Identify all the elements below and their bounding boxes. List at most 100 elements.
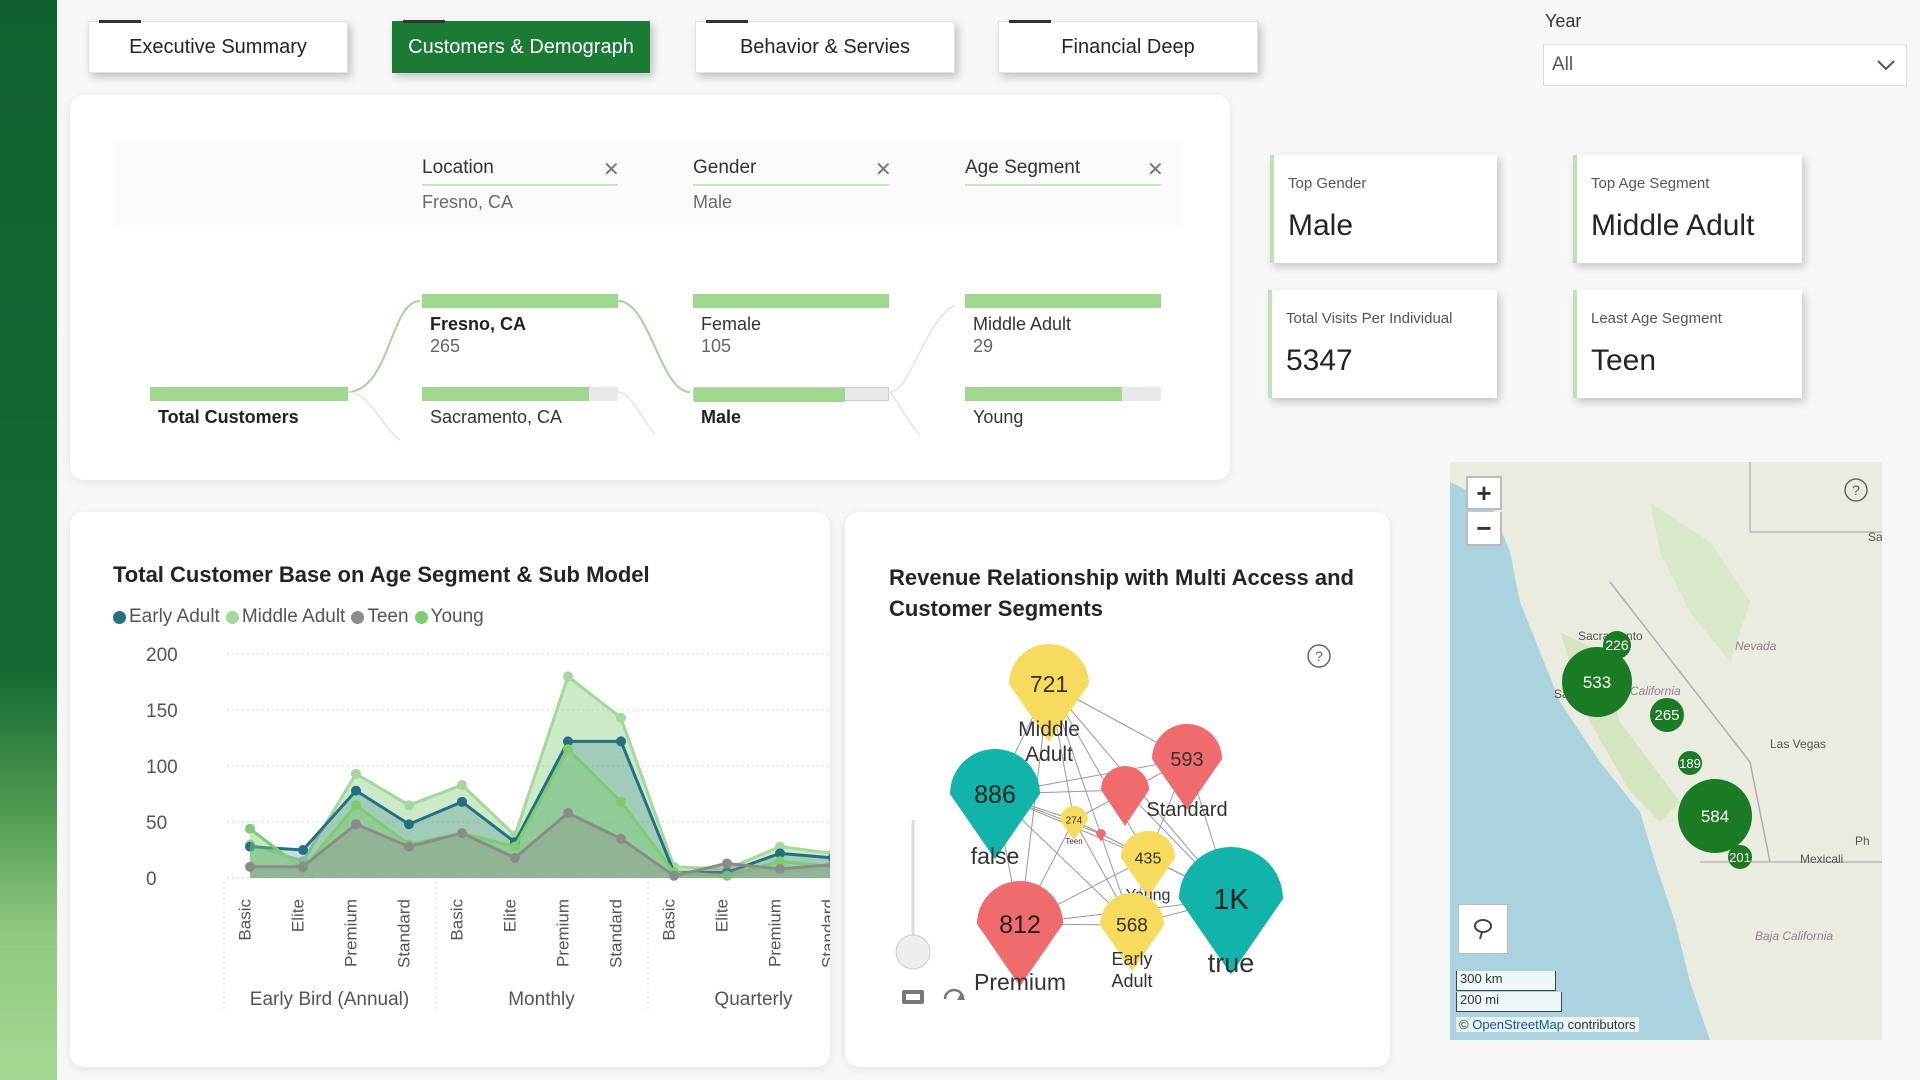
y-tick-label: 200 xyxy=(146,645,178,666)
map-cluster-226[interactable]: 226 xyxy=(1603,631,1631,659)
data-point xyxy=(616,833,626,844)
series-line-early-adult xyxy=(249,739,830,874)
data-point xyxy=(616,736,626,747)
x-tick-label: Basic xyxy=(235,899,254,941)
legend-young[interactable]: Young xyxy=(414,606,484,628)
map-zoom-in-button[interactable]: + xyxy=(1466,476,1502,510)
decomp-bar-young[interactable] xyxy=(965,387,1161,401)
location-slicer-title: Location xyxy=(422,157,494,178)
x-tick-label: Premium xyxy=(765,899,784,967)
decomp-bar-middle-adult[interactable] xyxy=(965,294,1161,308)
year-dropdown[interactable]: All xyxy=(1543,44,1907,86)
total-customers-bar[interactable] xyxy=(150,387,348,401)
cluster-value: 189 xyxy=(1679,756,1701,771)
node-value: 593 xyxy=(1170,749,1203,771)
decomp-count-female: 105 xyxy=(701,336,732,356)
data-point xyxy=(563,744,573,755)
location-clear-icon[interactable]: ✕ xyxy=(603,159,620,181)
decomposition-connectors xyxy=(346,300,956,441)
data-point xyxy=(828,860,830,869)
node-bubble xyxy=(1060,806,1088,841)
openstreetmap-link[interactable]: OpenStreetMap xyxy=(1472,1017,1564,1032)
data-point xyxy=(722,858,732,869)
legend-label: Young xyxy=(430,606,484,627)
node-value: 721 xyxy=(1030,671,1068,697)
node-bubble xyxy=(1121,831,1175,898)
area-chart-plot[interactable]: 0 50 100 150 200 Basic Elite Premium Standard Bas… xyxy=(70,512,830,1067)
data-point xyxy=(457,796,467,807)
data-point xyxy=(510,852,520,863)
decomp-label-sacramento: Sacramento, CA xyxy=(430,407,563,427)
node-label: Premium xyxy=(974,969,1066,995)
map-cluster-189[interactable]: 189 xyxy=(1678,751,1702,775)
data-point xyxy=(351,819,361,830)
map-label-california: California xyxy=(1630,684,1681,698)
map-cluster-533[interactable]: 533 xyxy=(1562,647,1632,717)
gender-slicer-title: Gender xyxy=(693,157,757,178)
map-help-icon[interactable]: ? xyxy=(1843,477,1869,503)
zoom-slider-handle xyxy=(895,934,931,970)
total-customers-label: Total Customers xyxy=(158,407,299,427)
map-city-mexicali: Mexicali xyxy=(1800,852,1844,866)
map-city-las-vegas: Las Vegas xyxy=(1770,737,1827,751)
legend-early-adult[interactable]: Early Adult xyxy=(113,606,220,628)
data-point xyxy=(245,823,255,834)
map-cluster-201[interactable]: 201 xyxy=(1728,845,1752,869)
map-cluster-265[interactable]: 265 xyxy=(1650,698,1684,732)
map-zoom-out-button[interactable]: − xyxy=(1466,512,1502,546)
tab-financial-deep[interactable]: Financial Deep xyxy=(998,20,1258,73)
node-label: true xyxy=(1208,948,1255,978)
card-value: Middle Adult xyxy=(1591,209,1755,242)
legend-middle-adult[interactable]: Middle Adult xyxy=(225,606,346,628)
legend-label: Early Adult xyxy=(129,606,220,627)
series-area-early-adult xyxy=(250,741,830,878)
map-city-partial-ph: Ph xyxy=(1855,834,1870,848)
legend-teen[interactable]: Teen xyxy=(351,606,409,628)
decomp-bar-female[interactable] xyxy=(693,294,889,308)
decomp-bar-fresno[interactable] xyxy=(422,294,618,308)
decomp-label-young: Young xyxy=(973,407,1024,427)
data-point xyxy=(510,841,520,852)
map-lasso-button[interactable] xyxy=(1458,904,1508,954)
x-tick-label: Elite xyxy=(288,899,307,932)
decomp-bar-male[interactable] xyxy=(693,387,889,402)
node-bubble xyxy=(950,749,1040,860)
series-area-teen xyxy=(250,813,830,878)
y-tick-label: 0 xyxy=(146,869,157,890)
attribution-symbol: © xyxy=(1459,1017,1469,1032)
series-line-young xyxy=(249,746,830,878)
age-segment-clear-icon[interactable]: ✕ xyxy=(1147,159,1164,181)
network-chart-panel: Revenue Relationship with Multi Access a… xyxy=(845,512,1390,1067)
data-point xyxy=(563,671,573,682)
card-title: Top Age Segment xyxy=(1591,175,1710,192)
gender-slicer-value[interactable]: Male xyxy=(693,192,733,212)
map-visual[interactable]: + − ? Sacramento Nevada California Las V… xyxy=(1450,462,1882,1040)
tab-behavior-services[interactable]: Behavior & Servies xyxy=(695,20,955,73)
gender-clear-icon[interactable]: ✕ xyxy=(875,159,892,181)
card-top-age-segment: Top Age Segment Middle Adult xyxy=(1573,155,1802,263)
decomp-count-middle-adult: 29 xyxy=(973,336,994,356)
decomp-label-fresno: Fresno, CA xyxy=(430,314,527,334)
data-point xyxy=(775,864,785,875)
tab-label: Customers & Demograph xyxy=(408,35,634,58)
card-top-gender: Top Gender Male xyxy=(1270,155,1497,263)
card-value: 5347 xyxy=(1286,344,1353,377)
cluster-value: 265 xyxy=(1654,707,1679,724)
svg-text:?: ? xyxy=(1315,648,1323,664)
legend-label: Middle Adult xyxy=(241,606,346,627)
cluster-value: 226 xyxy=(1605,637,1629,653)
x-tick-label: Premium xyxy=(341,899,360,967)
location-slicer-value[interactable]: Fresno, CA xyxy=(422,192,514,212)
tab-executive-summary[interactable]: Executive Summary xyxy=(88,20,348,73)
year-filter-label: Year xyxy=(1545,11,1582,31)
tab-label: Executive Summary xyxy=(129,35,307,58)
tab-customers-demographics[interactable]: Customers & Demograph xyxy=(392,20,650,73)
decomp-bar-sacramento[interactable] xyxy=(422,387,618,401)
tab-label: Behavior & Servies xyxy=(739,35,911,58)
location-slicer-underline xyxy=(422,184,618,186)
map-cluster-584[interactable]: 584 xyxy=(1678,779,1752,853)
card-value: Teen xyxy=(1591,344,1657,377)
x-tick-label: Basic xyxy=(659,899,678,941)
